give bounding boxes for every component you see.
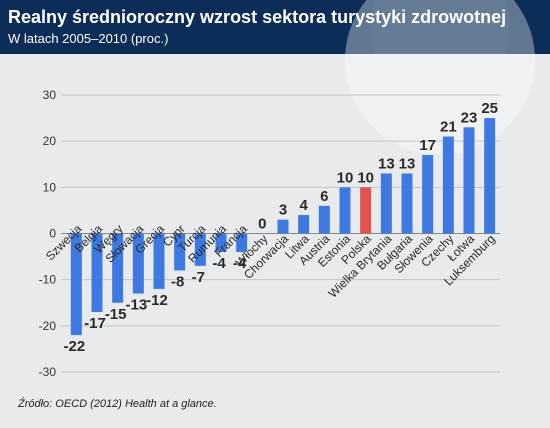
bar-20 <box>463 127 475 234</box>
y-tick-label: -10 <box>39 273 57 287</box>
value-label: 13 <box>399 155 416 172</box>
value-label: -13 <box>125 297 147 314</box>
value-label: -15 <box>105 306 127 323</box>
y-tick-label: 20 <box>43 134 57 148</box>
bar-4 <box>132 233 144 294</box>
bar-14 <box>339 187 351 234</box>
value-label: 23 <box>461 109 478 126</box>
value-label: -7 <box>192 269 205 286</box>
bar-5 <box>153 233 165 289</box>
y-tick-label: -20 <box>39 319 57 333</box>
header-banner: Realny średnioroczny wzrost sektora tury… <box>0 0 550 54</box>
value-label: 13 <box>378 155 395 172</box>
bar-1 <box>70 233 82 336</box>
bar-18 <box>422 155 434 234</box>
y-tick-label: 10 <box>43 180 57 194</box>
bar-2 <box>91 233 103 312</box>
value-label: 17 <box>419 137 436 154</box>
bar-17 <box>401 173 413 234</box>
value-label: -12 <box>146 292 168 309</box>
value-label: 25 <box>481 100 498 117</box>
source-note: Źródło: OECD (2012) Health at a glance. <box>18 398 217 410</box>
value-label: -17 <box>84 315 106 332</box>
value-label: 0 <box>258 216 266 233</box>
bar-11 <box>277 219 289 234</box>
value-label: -22 <box>63 338 85 355</box>
bar-7 <box>194 233 206 266</box>
value-label: 3 <box>279 202 287 219</box>
y-tick-label: -30 <box>39 365 57 379</box>
header-decoration <box>370 0 510 54</box>
value-label: -4 <box>233 255 247 272</box>
bar-13 <box>318 205 330 234</box>
value-label: 10 <box>357 169 374 186</box>
bar-21 <box>484 118 496 234</box>
value-label: -4 <box>212 255 226 272</box>
y-tick-label: 0 <box>49 227 56 241</box>
value-label: 21 <box>440 119 457 136</box>
value-label: -8 <box>171 273 184 290</box>
value-label: 10 <box>337 169 354 186</box>
value-label: 6 <box>320 188 328 205</box>
bar-3 <box>112 233 124 303</box>
y-tick-label: 30 <box>43 88 57 102</box>
bar-6 <box>174 233 186 271</box>
bar-16 <box>380 173 392 234</box>
chart-subtitle: W latach 2005–2010 (proc.) <box>8 31 169 46</box>
value-label: 4 <box>299 197 308 214</box>
background-decoration <box>345 0 535 155</box>
bar-9 <box>236 233 248 252</box>
bar-8 <box>215 233 227 252</box>
bar-15 <box>360 187 372 234</box>
bar-12 <box>298 215 310 234</box>
bar-19 <box>442 136 454 234</box>
chart-title: Realny średnioroczny wzrost sektora tury… <box>8 7 507 27</box>
